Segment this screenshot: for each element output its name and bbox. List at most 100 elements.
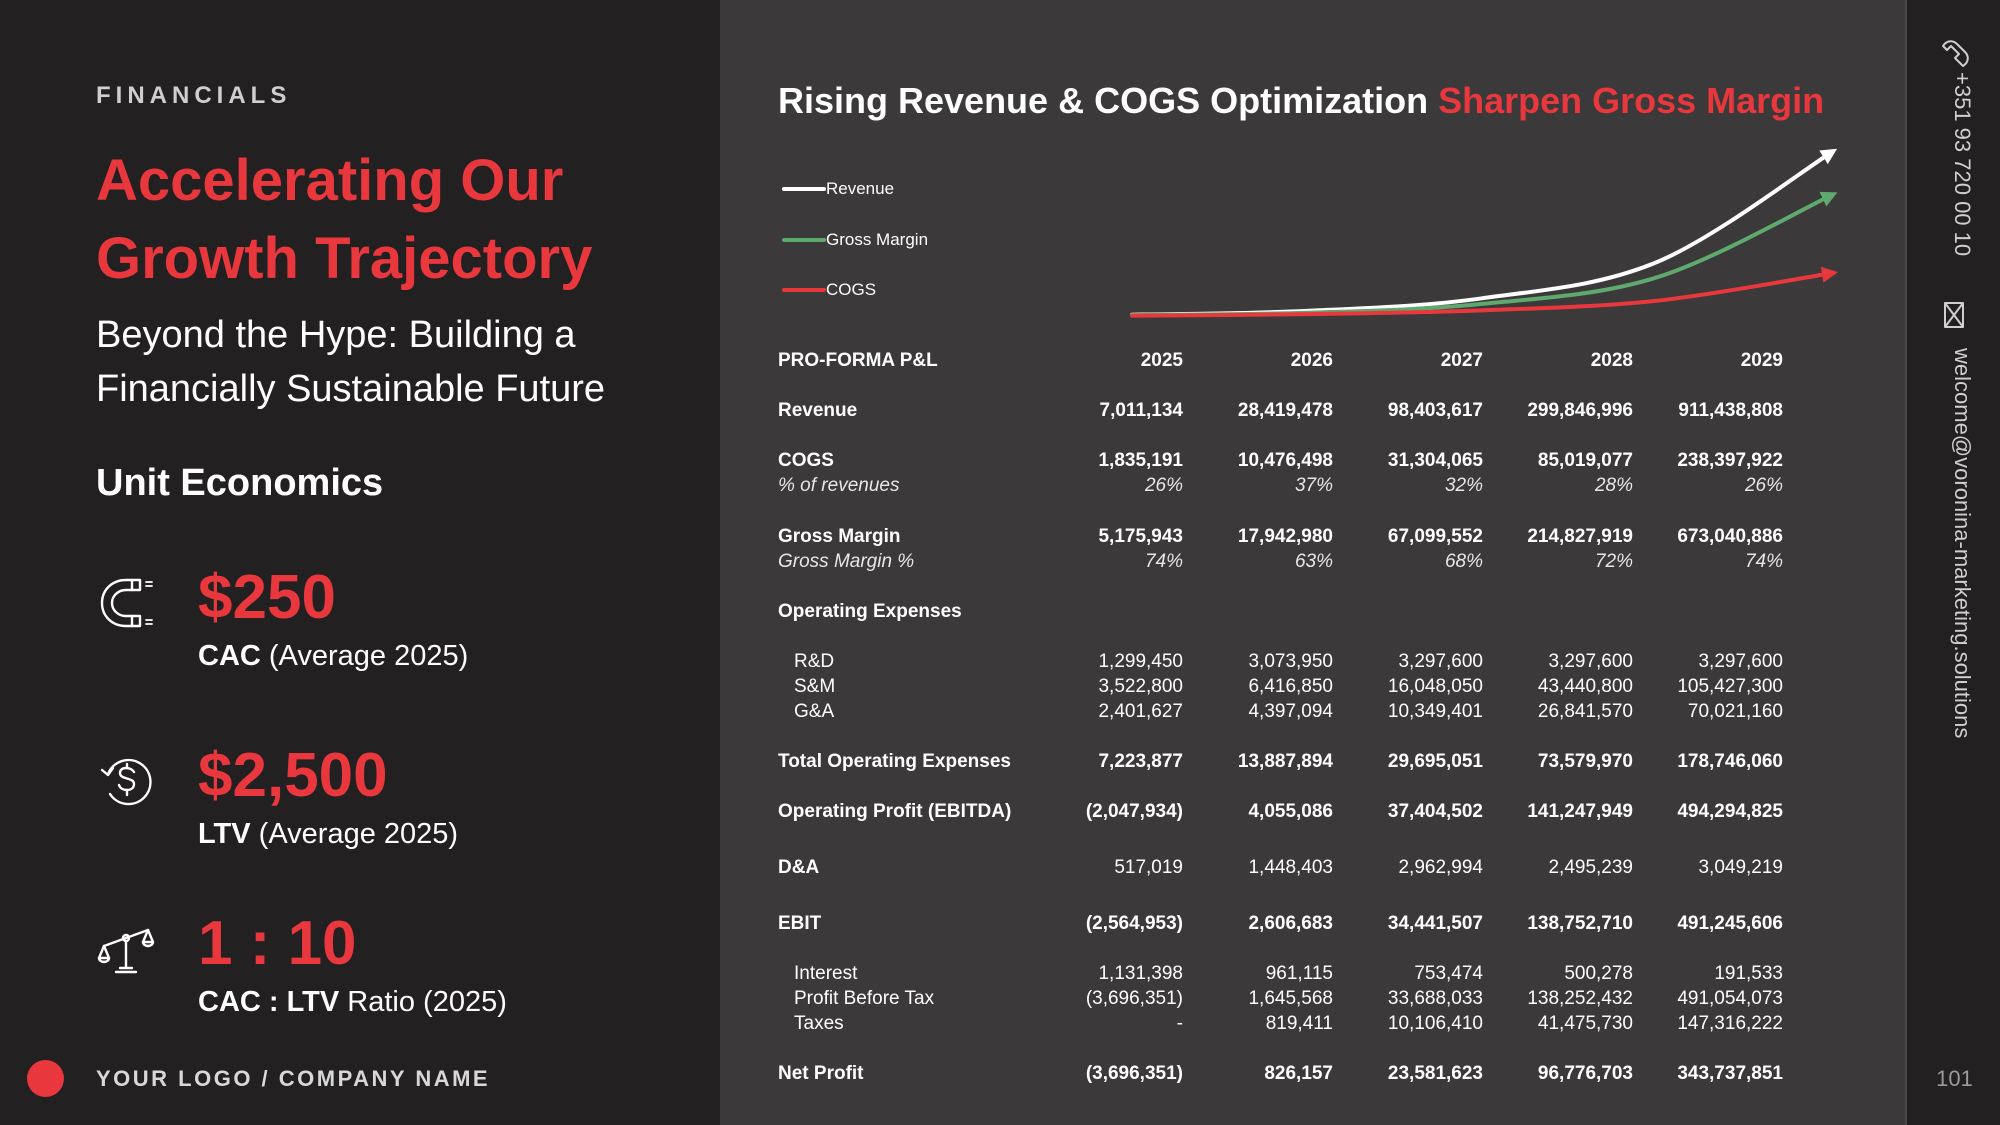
table-cell: 10,476,498 [1237, 450, 1333, 471]
row-label: PRO-FORMA P&L [778, 350, 938, 371]
arrowhead-cogs [1820, 266, 1838, 283]
row-label: Gross Margin % [778, 551, 915, 572]
table-cell: 29,695,051 [1387, 751, 1483, 772]
legend-item-revenue: Revenue [782, 178, 894, 198]
table-cell: 147,316,222 [1677, 1013, 1783, 1034]
table-cell: 1,448,403 [1248, 857, 1333, 878]
row-label: Taxes [794, 1013, 844, 1034]
table-cell: 43,440,800 [1537, 676, 1633, 697]
chart-title-main: Rising Revenue & COGS Optimization [778, 80, 1439, 121]
row-label: Net Profit [778, 1063, 864, 1084]
row-label: Interest [794, 963, 858, 984]
table-cell: 96,776,703 [1537, 1063, 1633, 1084]
table-row: Taxes - 819,411 10,106,410 41,475,730 147,316… [778, 1013, 1868, 1037]
dollar-cycle-icon [96, 750, 158, 812]
table-cell: (2,047,934) [1085, 801, 1183, 822]
table-cell: 491,054,073 [1677, 988, 1783, 1009]
table-cell: 2,495,239 [1548, 857, 1633, 878]
legend-swatch-revenue [782, 186, 826, 191]
table-cell: (3,696,351) [1085, 988, 1183, 1009]
table-cell: 16,048,050 [1387, 676, 1483, 697]
table-cell: 26,841,570 [1537, 701, 1633, 722]
contact-sidebar: +351 93 720 00 10 welcome@voronina-marke… [1905, 0, 2000, 1125]
table-cell: 141,247,949 [1527, 801, 1633, 822]
row-label: Total Operating Expenses [778, 751, 1011, 772]
ltv-caption: LTV (Average 2025) [198, 818, 459, 850]
row-label: Profit Before Tax [794, 988, 935, 1009]
growth-line-chart [1130, 148, 1838, 318]
table-header-row: PRO-FORMA P&L 2025 2026 2027 2028 2029 [778, 350, 1868, 374]
table-cell: 753,474 [1414, 963, 1483, 984]
table-cell: 85,019,077 [1537, 450, 1633, 471]
table-cell: 2026 [1290, 350, 1333, 371]
table-cell: 10,349,401 [1387, 701, 1483, 722]
table-cell: 517,019 [1114, 857, 1183, 878]
ratio-caption: CAC : LTV Ratio (2025) [198, 986, 507, 1018]
table-cell: 31,304,065 [1387, 450, 1483, 471]
table-cell: 2029 [1740, 350, 1783, 371]
table-cell: 105,427,300 [1677, 676, 1783, 697]
table-cell: 26% [1144, 475, 1183, 496]
magnet-icon [96, 572, 158, 634]
table-row: R&D 1,299,450 3,073,950 3,297,600 3,297,600 3… [778, 651, 1868, 675]
row-label: Operating Profit (EBITDA) [778, 801, 1012, 822]
table-cell: 10,106,410 [1387, 1013, 1483, 1034]
table-cell: 491,245,606 [1677, 913, 1783, 934]
company-name: YOUR LOGO / COMPANY NAME [96, 1066, 491, 1091]
table-row: % of revenues 26% 37% 32% 28% 26% [778, 475, 1868, 499]
table-cell: 41,475,730 [1537, 1013, 1633, 1034]
subtitle-line-2: Financially Sustainable Future [96, 368, 606, 410]
table-row: Gross Margin % 74% 63% 68% 72% 74% [778, 551, 1868, 575]
table-cell: 2,606,683 [1248, 913, 1333, 934]
table-cell: 17,942,980 [1237, 526, 1333, 547]
table-cell: 3,049,219 [1698, 857, 1783, 878]
table-cell: 343,737,851 [1677, 1063, 1783, 1084]
phone-icon [1937, 36, 1971, 70]
page-subtitle: Beyond the Hype: Building a Financially … [96, 308, 696, 416]
ratio-value: 1 : 10 [198, 909, 357, 978]
table-row: Profit Before Tax (3,696,351) 1,645,568 33,… [778, 988, 1868, 1012]
row-label: COGS [778, 450, 834, 471]
metric-cac-ltv-ratio: 1 : 10 CAC : LTV Ratio (2025) [96, 908, 656, 1038]
table-cell: 28,419,478 [1237, 400, 1333, 421]
legend-item-gross-margin: Gross Margin [782, 229, 928, 249]
table-cell: 4,397,094 [1248, 701, 1333, 722]
table-cell: 3,297,600 [1698, 651, 1783, 672]
table-cell: (3,696,351) [1085, 1063, 1183, 1084]
table-cell: 33,688,033 [1387, 988, 1483, 1009]
table-cell: (2,564,953) [1085, 913, 1183, 934]
series-line-cogs [1130, 271, 1834, 318]
table-cell: 5,175,943 [1098, 526, 1183, 547]
table-cell: 28% [1594, 475, 1633, 496]
page-title: Accelerating Our Growth Trajectory [96, 142, 696, 298]
table-row: Revenue 7,011,134 28,419,478 98,403,617 299,… [778, 400, 1868, 424]
legend-swatch-cogs [782, 287, 826, 292]
phone-text-wrap: +351 93 720 00 10 [1935, 72, 1975, 292]
table-cell: 3,297,600 [1398, 651, 1483, 672]
table-cell: 178,746,060 [1677, 751, 1783, 772]
table-cell: 1,645,568 [1248, 988, 1333, 1009]
legend-swatch-gross-margin [782, 237, 826, 242]
phone-number[interactable]: +351 93 720 00 10 [1950, 72, 1975, 257]
legend-item-cogs: COGS [782, 279, 876, 299]
table-cell: - [1176, 1013, 1183, 1034]
table-cell: 1,835,191 [1098, 450, 1183, 471]
table-cell: 299,846,996 [1527, 400, 1633, 421]
table-cell: 23,581,623 [1387, 1063, 1483, 1084]
cac-caption: CAC (Average 2025) [198, 640, 469, 672]
arrowhead-gross-margin [1819, 191, 1838, 207]
email-address[interactable]: welcome@voronina-marketing.solutions [1950, 348, 1975, 739]
email-text-wrap: welcome@voronina-marketing.solutions [1935, 348, 1975, 788]
table-cell: 673,040,886 [1677, 526, 1783, 547]
table-row: D&A 517,019 1,448,403 2,962,994 2,495,239 3,0… [778, 857, 1868, 881]
cac-value: $250 [198, 563, 336, 632]
table-cell: 68% [1444, 551, 1483, 572]
table-cell: 67,099,552 [1387, 526, 1483, 547]
row-label: D&A [778, 857, 820, 878]
title-line-2: Growth Trajectory [96, 226, 593, 291]
table-cell: 98,403,617 [1387, 400, 1483, 421]
subtitle-line-1: Beyond the Hype: Building a [96, 314, 576, 356]
title-line-1: Accelerating Our [96, 148, 564, 213]
chart-title: Rising Revenue & COGS Optimization Sharp… [778, 80, 1824, 122]
table-cell: 6,416,850 [1248, 676, 1333, 697]
